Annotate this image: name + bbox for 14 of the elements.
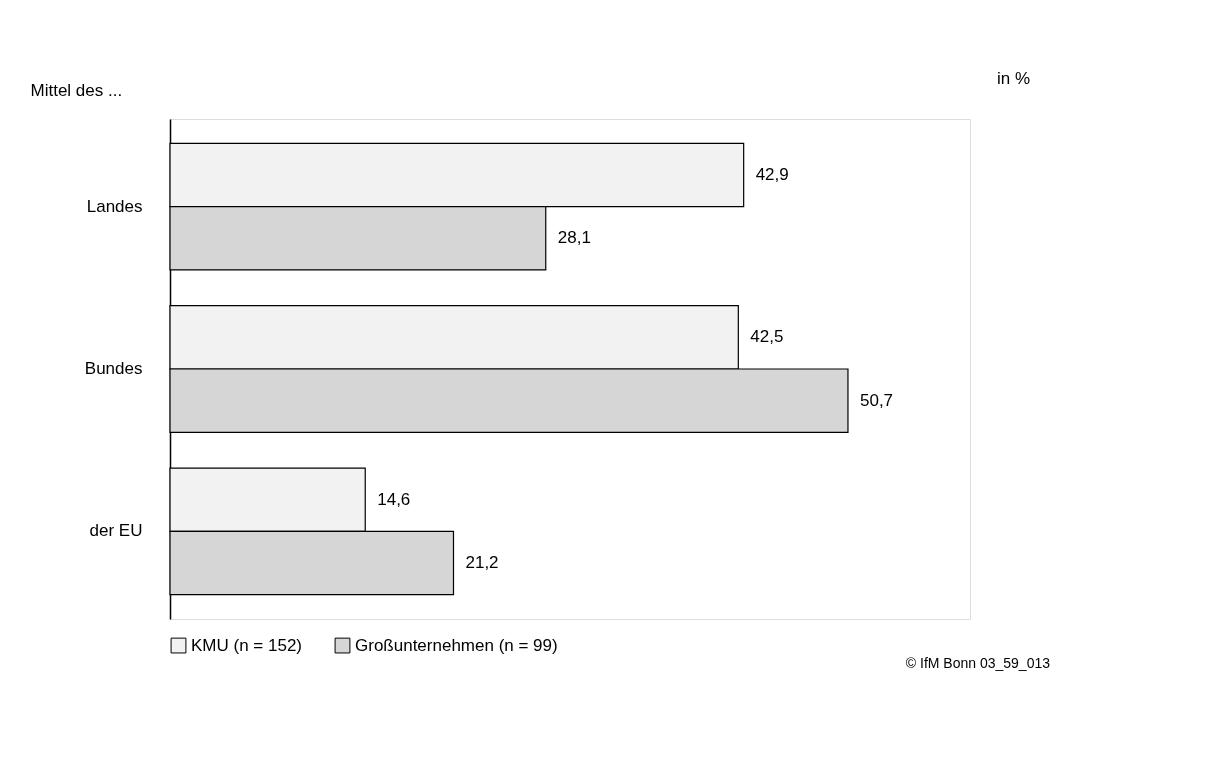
- y-tick-label: der EU: [89, 521, 143, 541]
- data-label: 21,2: [465, 552, 499, 572]
- legend-label: Großunternehmen (n = 99): [355, 635, 558, 655]
- y-tick-label: Bundes: [84, 359, 143, 378]
- data-label: 50,7: [859, 390, 894, 410]
- data-label: 42,5: [750, 327, 784, 347]
- data-label: 28,1: [557, 228, 591, 248]
- text: in %: [996, 69, 1030, 88]
- y-tick-label: Landes: [86, 196, 143, 216]
- text: © IfM Bonn 03_59_013: [905, 655, 1051, 671]
- data-label: 42,9: [755, 165, 789, 185]
- data-label: 14,6: [377, 489, 411, 509]
- y-axis-title: Mittel des ...: [30, 80, 123, 100]
- legend-label: KMU (n = 152): [191, 635, 303, 655]
